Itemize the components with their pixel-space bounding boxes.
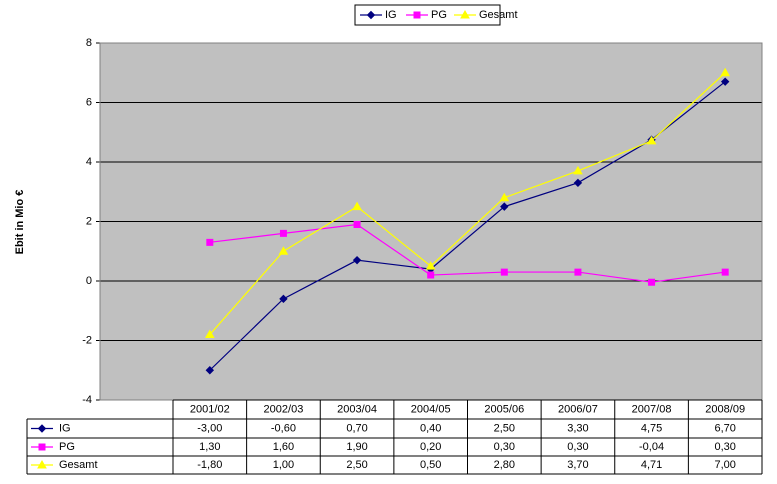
y-tick-label: 4 xyxy=(86,156,92,168)
legend-label: Gesamt xyxy=(479,9,518,21)
table-cell: 3,30 xyxy=(567,422,588,434)
data-point xyxy=(205,366,215,375)
data-point xyxy=(352,255,362,265)
table-cell: -3,00 xyxy=(197,422,222,434)
y-axis-title: Ebit in Mio € xyxy=(14,190,26,255)
table-cell: 7,00 xyxy=(714,459,735,471)
data-point xyxy=(353,220,361,228)
x-tick-label: 2006/07 xyxy=(558,403,598,415)
table-cell: 0,70 xyxy=(346,422,367,434)
table-legend-marker xyxy=(38,443,46,451)
x-tick-label: 2008/09 xyxy=(705,403,745,415)
x-tick-label: 2002/03 xyxy=(264,403,304,415)
x-tick-label: 2007/08 xyxy=(632,403,672,415)
data-point xyxy=(206,238,214,246)
table-cell: 2,50 xyxy=(346,459,367,471)
table-row-label: PG xyxy=(59,441,75,453)
data-point xyxy=(500,202,509,211)
table-cell: 0,30 xyxy=(567,441,588,453)
data-point xyxy=(574,268,582,276)
table-legend-marker xyxy=(37,459,47,469)
table-row-label: IG xyxy=(59,422,71,434)
table-row-label: Gesamt xyxy=(59,459,98,471)
y-tick-label: -4 xyxy=(82,394,92,406)
legend-label: IG xyxy=(385,9,397,21)
data-point xyxy=(500,268,508,276)
x-tick-label: 2005/06 xyxy=(484,403,524,415)
x-tick-label: 2001/02 xyxy=(190,403,230,415)
table-cell: 0,40 xyxy=(420,422,441,434)
table-cell: 1,00 xyxy=(273,459,294,471)
data-point xyxy=(721,268,729,276)
data-point xyxy=(425,261,436,270)
data-point xyxy=(573,178,583,188)
legend-marker xyxy=(366,10,376,20)
data-point xyxy=(279,229,287,237)
data-point xyxy=(648,278,656,286)
table-cell: -0,04 xyxy=(639,441,664,453)
series-line xyxy=(209,81,726,371)
table-cell: 1,60 xyxy=(273,441,294,453)
table-cell: 1,90 xyxy=(346,441,367,453)
x-tick-label: 2003/04 xyxy=(337,403,377,415)
y-tick-label: 6 xyxy=(86,96,92,108)
table-cell: 4,75 xyxy=(641,422,662,434)
table-legend-marker xyxy=(37,424,47,433)
table-cell: -0,60 xyxy=(271,422,296,434)
legend-marker xyxy=(460,9,470,19)
y-tick-label: 2 xyxy=(86,215,92,227)
y-tick-label: 0 xyxy=(86,275,92,287)
data-point xyxy=(573,165,583,175)
series-line xyxy=(209,223,726,283)
data-point xyxy=(278,246,289,255)
table-cell: 0,30 xyxy=(714,441,735,453)
data-point xyxy=(720,67,731,77)
table-cell: 0,30 xyxy=(494,441,515,453)
table-cell: 0,50 xyxy=(420,459,441,471)
data-point xyxy=(427,271,435,279)
data-point xyxy=(204,329,215,339)
table-cell: 3,70 xyxy=(567,459,588,471)
table-cell: 4,71 xyxy=(641,459,662,471)
table-cell: -1,80 xyxy=(197,459,222,471)
y-tick-label: 8 xyxy=(86,37,92,49)
table-cell: 0,20 xyxy=(420,441,441,453)
y-tick-label: -2 xyxy=(82,334,92,346)
x-tick-label: 2004/05 xyxy=(411,403,451,415)
data-point xyxy=(720,77,730,86)
data-point xyxy=(279,294,288,304)
data-point xyxy=(646,135,657,145)
table-cell: 2,50 xyxy=(494,422,515,434)
table-cell: 6,70 xyxy=(714,422,735,434)
table-cell: 1,30 xyxy=(199,441,220,453)
data-point xyxy=(499,192,510,202)
data-point xyxy=(352,201,362,211)
legend-label: PG xyxy=(431,9,447,21)
legend-marker xyxy=(413,11,421,19)
series-line xyxy=(209,72,726,335)
table-cell: 2,80 xyxy=(494,459,515,471)
